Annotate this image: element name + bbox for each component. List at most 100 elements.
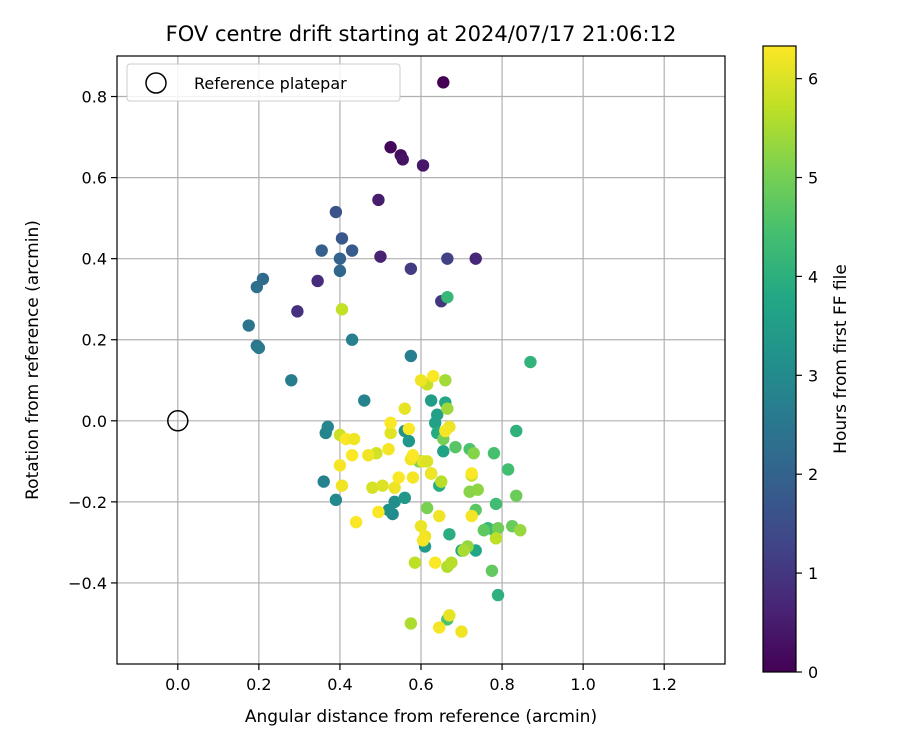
data-point <box>315 244 328 257</box>
reference-marker <box>167 410 189 432</box>
data-point <box>467 447 480 460</box>
data-point <box>329 205 343 219</box>
data-point <box>382 503 395 517</box>
data-point <box>424 394 438 407</box>
data-point <box>439 374 452 387</box>
data-point <box>335 303 349 316</box>
data-point <box>487 447 501 460</box>
data-point <box>441 252 454 265</box>
data-point <box>439 424 452 438</box>
data-point <box>455 625 468 638</box>
data-point <box>402 422 416 436</box>
colorbar-tick-label: 1 <box>808 564 818 583</box>
data-point <box>414 374 428 387</box>
data-point <box>491 588 505 602</box>
data-point <box>437 76 450 89</box>
data-point <box>465 467 478 480</box>
data-point <box>291 305 304 318</box>
data-point <box>398 402 411 415</box>
data-point <box>404 349 418 363</box>
data-point <box>329 493 343 507</box>
data-point <box>420 501 434 515</box>
data-point <box>433 621 446 634</box>
data-point <box>384 416 397 430</box>
data-point <box>424 467 438 480</box>
data-point <box>404 617 418 630</box>
x-tick-label: 0.2 <box>246 675 271 694</box>
data-point <box>392 471 405 484</box>
colorbar-tick-label: 2 <box>808 465 818 484</box>
data-point <box>406 449 420 462</box>
data-point <box>489 497 503 511</box>
data-point <box>524 355 537 369</box>
colorbar-tick-label: 6 <box>808 70 818 89</box>
colorbar-tick-label: 0 <box>808 663 818 682</box>
data-point <box>402 434 416 448</box>
data-point <box>465 509 478 523</box>
colorbar <box>762 45 797 673</box>
data-point <box>384 426 397 440</box>
x-tick-label: 0.4 <box>327 675 352 694</box>
data-point <box>443 528 456 541</box>
data-point <box>335 232 349 245</box>
data-point <box>252 341 266 355</box>
plot-frame <box>116 55 726 665</box>
x-tick-label: 0.8 <box>489 675 514 694</box>
data-point <box>441 402 454 415</box>
data-point <box>317 475 330 488</box>
data-point <box>449 440 462 454</box>
data-point <box>428 416 442 430</box>
x-tick-label: 1.2 <box>651 675 676 694</box>
data-point <box>366 481 379 494</box>
data-point <box>435 475 448 488</box>
data-point <box>362 449 375 462</box>
data-point <box>372 193 385 207</box>
data-point <box>285 374 298 387</box>
data-point <box>376 479 389 492</box>
colorbar-label: Hours from first FF file <box>831 264 851 454</box>
x-tick-label: 0.0 <box>165 675 190 694</box>
legend-marker <box>145 72 167 94</box>
legend-label: Reference platepar <box>194 74 347 93</box>
data-point <box>408 556 422 569</box>
data-point <box>311 274 324 288</box>
y-tick-label: −0.2 <box>68 493 107 512</box>
data-point <box>345 449 359 462</box>
data-point <box>485 564 499 577</box>
data-point <box>345 244 359 257</box>
data-point <box>420 455 434 468</box>
data-point <box>433 509 446 523</box>
data-point <box>347 432 361 446</box>
chart-title: FOV centre drift starting at 2024/07/17 … <box>166 22 677 46</box>
data-point <box>321 420 334 434</box>
y-tick-label: 0.0 <box>82 412 107 431</box>
data-point <box>358 394 371 407</box>
colorbar-tick-label: 5 <box>808 169 818 188</box>
data-point <box>333 264 347 278</box>
y-tick-label: 0.8 <box>82 88 107 107</box>
data-point <box>396 153 409 166</box>
data-point <box>384 141 397 154</box>
data-point <box>374 250 387 263</box>
data-point <box>388 481 401 494</box>
data-point <box>477 524 491 537</box>
data-point <box>514 524 527 537</box>
data-point <box>441 290 454 304</box>
colorbar-tick-label: 3 <box>808 366 818 385</box>
legend: Reference platepar <box>126 63 401 102</box>
y-tick-label: 0.2 <box>82 331 107 350</box>
x-axis-label: Angular distance from reference (arcmin) <box>245 707 597 727</box>
colorbar-tick-label: 4 <box>808 267 818 286</box>
data-point <box>469 252 482 265</box>
data-point <box>416 534 430 547</box>
data-point <box>501 463 515 476</box>
data-point <box>510 424 523 438</box>
data-point <box>372 505 385 519</box>
data-point <box>437 445 450 458</box>
data-point <box>333 459 347 472</box>
data-point <box>335 479 349 492</box>
data-point <box>445 556 458 569</box>
data-point <box>242 319 255 332</box>
data-point <box>349 515 363 529</box>
